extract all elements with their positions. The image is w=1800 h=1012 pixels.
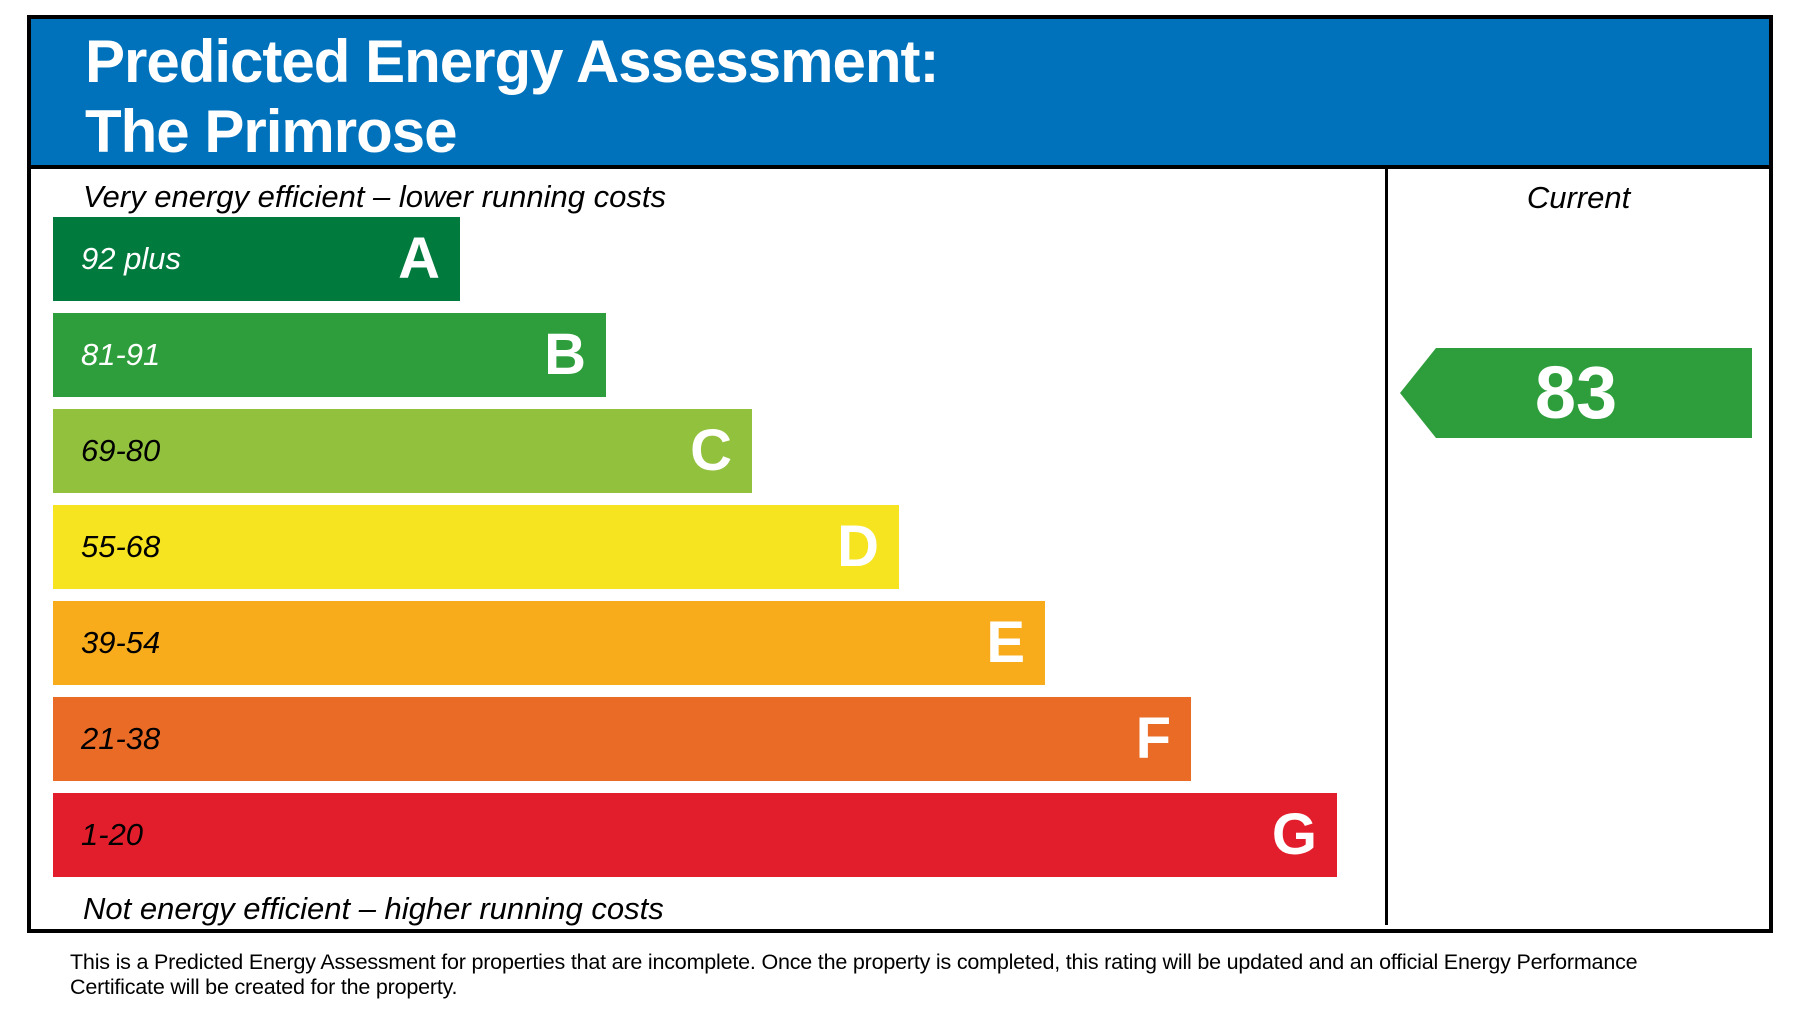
top-caption: Very energy efficient – lower running co… [83,179,666,214]
band-letter: B [544,322,586,387]
band-range-label: 21-38 [81,721,161,756]
bottom-caption: Not energy efficient – higher running co… [83,891,664,926]
band-letter: A [398,226,440,291]
chart-title-line1: Predicted Energy Assessment: [85,28,939,95]
band-e: 39-54 E [53,601,1045,685]
band-range-label: 1-20 [81,817,144,852]
band-c: 69-80 C [53,409,752,493]
band-letter: G [1271,802,1317,867]
current-column-header: Current [1526,180,1631,215]
band-a: 92 plus A [53,217,460,301]
band-range-label: 55-68 [81,529,161,564]
rating-bands-area: Very energy efficient – lower running co… [31,169,1388,926]
band-letter: D [837,514,879,579]
band-letter: F [1135,706,1171,771]
band-range-label: 69-80 [81,433,161,468]
band-f: 21-38 F [53,697,1191,781]
epc-chart-frame: Predicted Energy Assessment: The Primros… [27,15,1773,933]
chart-title: Predicted Energy Assessment: The Primros… [85,27,1769,167]
band-range-label: 39-54 [81,625,161,660]
band-d: 55-68 D [53,505,899,589]
current-rating-arrow: 83 [1400,348,1752,438]
footer-line-1: This is a Predicted Energy Assessment fo… [70,950,1638,974]
footer-note: This is a Predicted Energy Assessment fo… [70,950,1670,1000]
footer-line-2: Certificate will be created for the prop… [70,975,458,999]
band-g: 1-20 G [53,793,1337,877]
band-b: 81-91 B [53,313,606,397]
current-rating-value: 83 [1534,351,1618,434]
chart-title-line2: The Primrose [85,98,457,165]
band-range-label: 81-91 [81,337,161,372]
current-column: Current 83 [1388,169,1769,925]
band-range-label: 92 plus [81,241,181,276]
chart-body: Very energy efficient – lower running co… [31,169,1769,926]
band-letter: E [986,610,1025,675]
chart-header: Predicted Energy Assessment: The Primros… [31,19,1769,169]
band-letter: C [690,418,732,483]
